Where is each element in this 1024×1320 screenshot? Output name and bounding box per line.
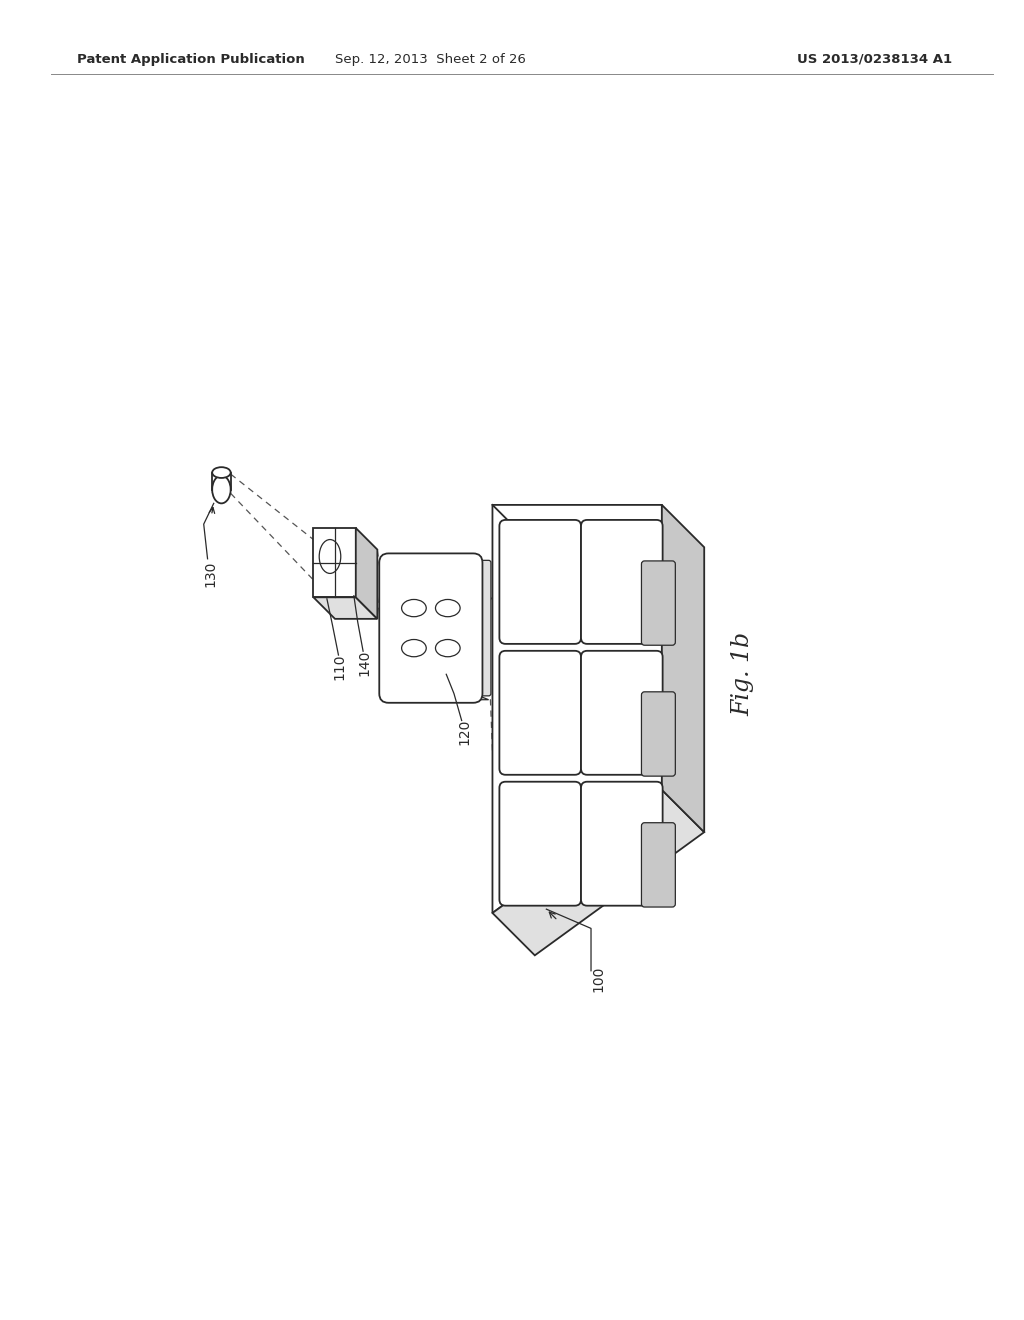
Text: Fig. 1b: Fig. 1b <box>731 632 754 717</box>
FancyBboxPatch shape <box>641 822 676 907</box>
Polygon shape <box>313 598 378 619</box>
Ellipse shape <box>401 599 426 616</box>
FancyBboxPatch shape <box>467 561 490 696</box>
Text: 110: 110 <box>333 653 346 680</box>
Ellipse shape <box>435 599 460 616</box>
Polygon shape <box>662 506 705 832</box>
Text: Sep. 12, 2013  Sheet 2 of 26: Sep. 12, 2013 Sheet 2 of 26 <box>335 53 525 66</box>
Text: 120: 120 <box>458 719 472 746</box>
Ellipse shape <box>435 639 460 657</box>
Text: 130: 130 <box>204 561 218 587</box>
Polygon shape <box>493 506 662 913</box>
FancyBboxPatch shape <box>500 651 581 775</box>
FancyBboxPatch shape <box>581 651 663 775</box>
Polygon shape <box>313 528 355 598</box>
Polygon shape <box>388 693 488 700</box>
Polygon shape <box>493 789 705 956</box>
FancyBboxPatch shape <box>581 781 663 906</box>
Ellipse shape <box>212 467 230 478</box>
Text: Patent Application Publication: Patent Application Publication <box>77 53 304 66</box>
FancyBboxPatch shape <box>379 553 482 702</box>
Ellipse shape <box>212 475 230 503</box>
FancyBboxPatch shape <box>500 520 581 644</box>
FancyBboxPatch shape <box>641 692 676 776</box>
Ellipse shape <box>401 639 426 657</box>
Text: US 2013/0238134 A1: US 2013/0238134 A1 <box>798 53 952 66</box>
Ellipse shape <box>319 540 341 573</box>
FancyBboxPatch shape <box>500 781 581 906</box>
Text: 140: 140 <box>357 649 372 676</box>
Polygon shape <box>355 528 378 619</box>
Text: 100: 100 <box>591 965 605 991</box>
FancyBboxPatch shape <box>581 520 663 644</box>
FancyBboxPatch shape <box>641 561 676 645</box>
